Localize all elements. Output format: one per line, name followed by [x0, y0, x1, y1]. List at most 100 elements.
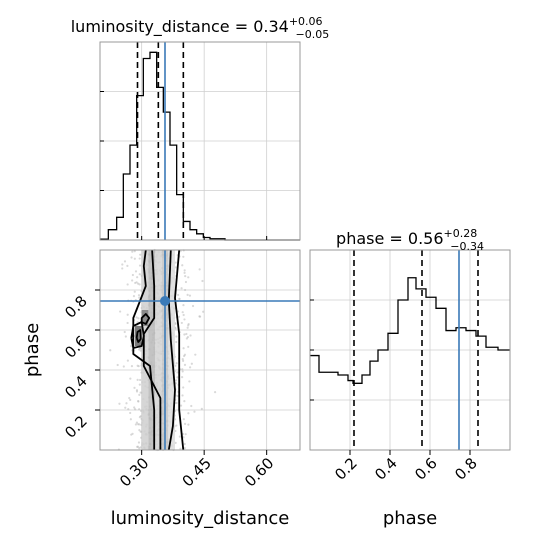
joint-panel: 0.30 0.45 0.60 0.2 0.4 0.6 0.8 luminosity_dis…	[22, 248, 301, 529]
sample-point	[186, 336, 190, 339]
title-param: luminosity_distance	[71, 17, 230, 37]
sample-point	[198, 268, 201, 271]
x-tick-label: 0.4	[371, 454, 401, 484]
sample-point	[181, 376, 184, 379]
sample-point	[184, 280, 188, 284]
quantile-lines	[136, 42, 185, 240]
title-median: 0.56	[408, 229, 444, 248]
sample-point	[181, 311, 184, 314]
y-tick-label: 0.2	[61, 412, 91, 442]
density-cell	[135, 326, 142, 346]
x-axis-label: luminosity_distance	[111, 508, 290, 529]
sample-point	[135, 281, 138, 284]
tick-marks	[100, 91, 268, 240]
sample-point	[123, 330, 126, 334]
sample-point	[188, 294, 192, 297]
sample-point	[176, 376, 179, 379]
sample-point	[181, 370, 184, 373]
sample-point	[121, 263, 124, 266]
sample-point	[126, 321, 129, 325]
sample-point	[191, 304, 195, 308]
sample-point	[129, 411, 132, 415]
y-axis-label: phase	[22, 323, 43, 377]
sample-point	[138, 408, 141, 411]
sample-point	[175, 335, 178, 338]
sample-point	[193, 410, 196, 413]
y-tick-label: 0.6	[61, 332, 91, 362]
sample-point	[182, 359, 185, 362]
sample-point	[182, 304, 185, 307]
sample-point	[135, 390, 139, 393]
density-cell	[148, 250, 155, 450]
sample-point	[180, 287, 183, 290]
phase-title: phase = 0.56+0.28 −0.34	[336, 227, 484, 253]
sample-point	[137, 400, 140, 403]
sample-point	[118, 402, 121, 405]
sample-point	[135, 421, 139, 424]
sample-point	[182, 255, 185, 258]
sample-point	[178, 297, 181, 301]
sample-point	[181, 394, 184, 397]
sample-point	[137, 317, 140, 320]
x-tick-label: 0.6	[411, 454, 441, 484]
title-plus: +0.06	[289, 15, 323, 28]
sample-point	[139, 253, 142, 256]
sample-point	[137, 441, 141, 444]
sample-point	[126, 359, 129, 362]
sample-point	[198, 315, 201, 318]
sample-point	[182, 386, 185, 389]
x-tick-label: 0.30	[116, 454, 152, 490]
luminosity-distance-marginal-panel: luminosity_distance = 0.34+0.06 −0.05	[71, 15, 329, 241]
sample-point	[122, 365, 125, 368]
density-cell	[141, 310, 149, 326]
sample-point	[133, 257, 136, 260]
sample-point	[135, 316, 138, 319]
sample-point	[134, 423, 137, 426]
sample-point	[126, 313, 129, 316]
sample-point	[180, 321, 183, 325]
sample-point	[174, 379, 178, 382]
sample-point	[175, 340, 178, 344]
phase-axis-label: phase	[383, 508, 437, 529]
sample-point	[186, 293, 189, 296]
sample-point	[138, 273, 141, 276]
x-tick-labels: 0.2 0.4 0.6 0.8	[310, 299, 481, 484]
sample-point	[136, 276, 139, 279]
sample-point	[174, 261, 177, 264]
sample-point	[138, 283, 141, 286]
sample-point	[187, 324, 190, 327]
sample-point	[137, 294, 141, 297]
grid	[100, 250, 300, 450]
title-equals: =	[384, 229, 408, 248]
sample-point	[123, 260, 127, 263]
sample-point	[139, 349, 142, 352]
sample-point	[130, 256, 133, 259]
sample-point	[139, 430, 142, 433]
sample-point	[183, 353, 187, 356]
quantile-lines	[353, 250, 479, 450]
sample-point	[174, 441, 177, 445]
sample-point	[137, 423, 140, 426]
sample-point	[183, 288, 187, 292]
sample-point	[184, 275, 187, 278]
sample-point	[175, 362, 178, 365]
sample-point	[190, 404, 193, 408]
sample-point	[201, 279, 204, 283]
sample-point	[183, 400, 186, 403]
sample-point	[181, 368, 184, 371]
title-median: 0.34	[253, 17, 289, 36]
sample-point	[136, 378, 139, 381]
sample-point	[187, 423, 190, 426]
sample-point	[131, 250, 134, 253]
sample-point	[116, 363, 119, 367]
title-param: phase	[336, 229, 384, 248]
sample-point	[182, 436, 185, 439]
sample-point	[133, 290, 136, 293]
sample-point	[213, 391, 217, 394]
sample-point	[138, 393, 141, 396]
sample-point	[121, 267, 124, 270]
sample-point	[131, 432, 134, 435]
sample-point	[182, 347, 185, 350]
sample-point	[181, 264, 184, 267]
sample-point	[136, 445, 140, 448]
